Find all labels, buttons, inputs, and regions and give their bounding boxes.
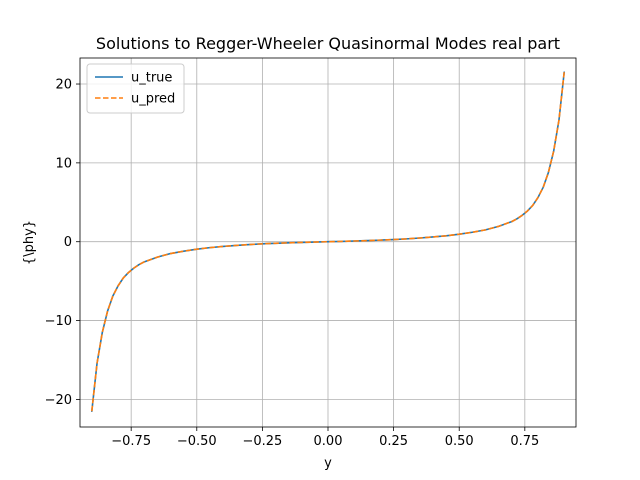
x-tick-label: 0.50 [445,434,474,449]
legend-label-u-true: u_true [131,71,172,86]
chart-title: Solutions to Regger-Wheeler Quasinormal … [96,34,560,53]
x-axis-label: y [324,456,332,471]
y-tick-label: 0 [64,235,72,250]
series-line-u-pred [91,72,565,412]
y-tick-label: 10 [55,156,72,171]
y-tick-label: 20 [55,78,72,93]
y-axis-label: {\phy} [22,220,37,265]
legend-label-u-pred: u_pred [131,92,175,107]
x-tick-label: 0.25 [379,434,408,449]
x-tick-label: −0.50 [177,434,217,449]
x-axis-ticks: −0.75 −0.50 −0.25 0.00 0.25 0.50 0.75 [111,427,539,449]
legend: u_true u_pred [86,63,185,114]
series-lines [91,71,565,413]
x-tick-label: 0.00 [314,434,343,449]
x-tick-label: −0.75 [111,434,151,449]
y-axis-ticks: −20 −10 0 10 20 [45,78,80,408]
y-tick-label: −20 [45,393,72,408]
x-tick-label: −0.25 [242,434,282,449]
x-tick-label: 0.75 [510,434,539,449]
y-tick-label: −10 [45,314,72,329]
